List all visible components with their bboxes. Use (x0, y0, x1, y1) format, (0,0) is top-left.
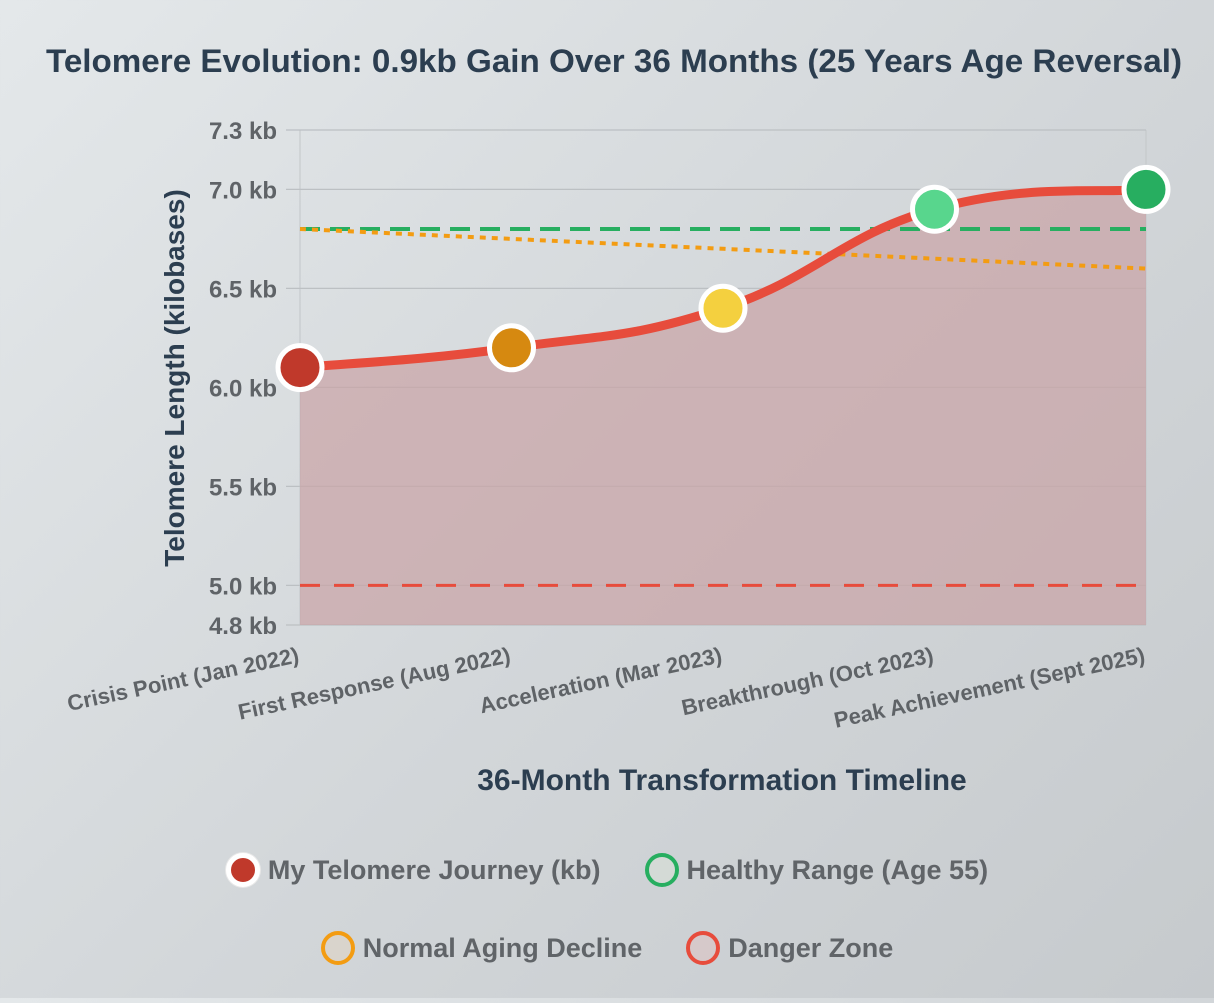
legend-item[interactable]: Danger Zone (686, 931, 893, 965)
data-point[interactable] (698, 283, 748, 333)
legend-item[interactable]: My Telomere Journey (kb) (225, 853, 601, 887)
chart-title: Telomere Evolution: 0.9kb Gain Over 36 M… (46, 43, 1182, 79)
legend-swatch (225, 853, 260, 887)
y-tick-label: 6.0 kb (209, 375, 277, 402)
legend-label: My Telomere Journey (kb) (267, 854, 601, 885)
y-tick-label: 6.5 kb (209, 276, 277, 303)
journey-area-fill (300, 189, 1146, 625)
y-tick-label: 4.8 kb (209, 613, 277, 640)
data-point[interactable] (487, 323, 536, 373)
normal-aging-line (299, 227, 1147, 271)
legend-swatch (686, 931, 721, 965)
y-tick-label: 5.5 kb (209, 474, 277, 501)
y-tick-label: 7.3 kb (209, 118, 277, 145)
data-point[interactable] (275, 343, 325, 393)
y-axis-label: Telomere Length (kilobases) (159, 189, 190, 567)
y-tick-label: 7.0 kb (209, 177, 277, 204)
legend-item[interactable]: Normal Aging Decline (320, 931, 643, 965)
legend-row-1: My Telomere Journey (kb) Healthy Range (A… (0, 853, 1214, 887)
y-tick-label: 5.0 kb (209, 573, 277, 600)
legend-label: Danger Zone (728, 932, 894, 963)
data-point[interactable] (910, 184, 959, 234)
legend-swatch (644, 853, 679, 887)
legend-item[interactable]: Healthy Range (Age 55) (644, 853, 989, 887)
legend-label: Normal Aging Decline (362, 932, 643, 963)
legend-label: Healthy Range (Age 55) (686, 854, 989, 885)
legend-row-2: Normal Aging Decline Danger Zone (0, 931, 1214, 965)
x-axis-label: 36-Month Transformation Timeline (477, 764, 967, 797)
legend-swatch (320, 931, 355, 965)
data-point[interactable] (1121, 164, 1171, 214)
